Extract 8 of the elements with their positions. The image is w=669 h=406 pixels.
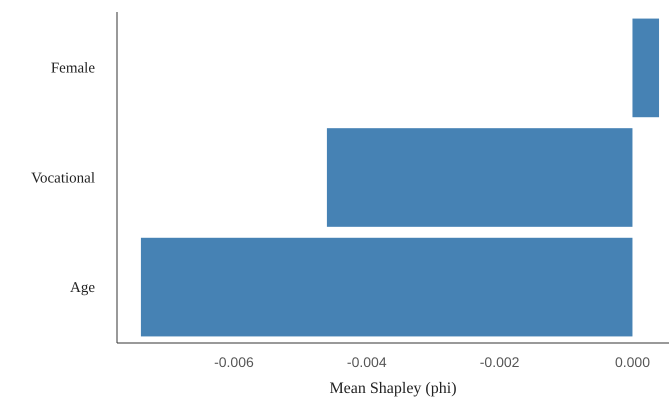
x-tick-label: -0.004: [346, 354, 387, 370]
x-axis-title: Mean Shapley (phi): [329, 380, 457, 397]
x-tick-label: 0.000: [614, 354, 650, 370]
y-tick-label: Female: [50, 60, 96, 77]
x-tick-label: -0.006: [214, 354, 254, 370]
y-tick-label: Vocational: [31, 170, 95, 186]
x-tick-label: -0.002: [480, 354, 520, 370]
y-tick-label: Age: [70, 280, 96, 296]
